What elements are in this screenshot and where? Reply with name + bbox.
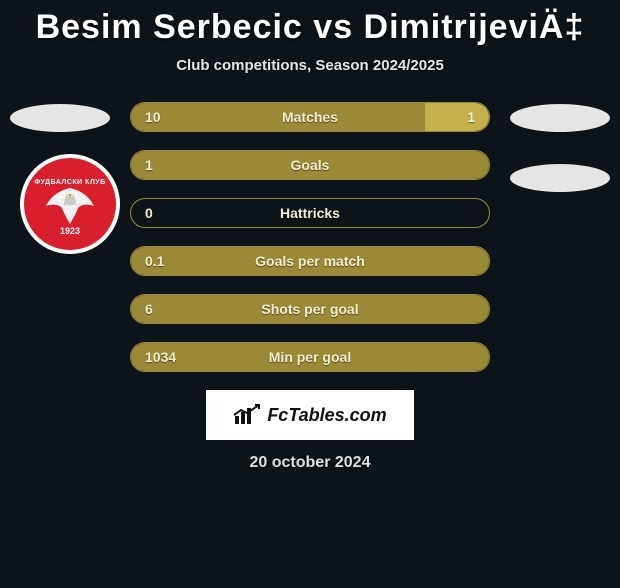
- bar-label: Min per goal: [131, 343, 489, 371]
- bar-value-right: 1: [467, 103, 475, 131]
- brand-badge[interactable]: FcTables.com: [206, 390, 414, 440]
- bar-label: Hattricks: [131, 199, 489, 227]
- brand-text: FcTables.com: [267, 405, 386, 426]
- bar-row-goals: 1 Goals: [130, 150, 490, 180]
- page-subtitle: Club competitions, Season 2024/2025: [0, 57, 620, 74]
- chart-icon: [233, 404, 261, 426]
- player-right-avatar-1: [510, 104, 610, 132]
- bar-label: Shots per goal: [131, 295, 489, 323]
- bar-row-hattricks: 0 Hattricks: [130, 198, 490, 228]
- stat-bars: 10 Matches 1 1 Goals 0 Hattricks 0.1 Goa…: [130, 102, 490, 372]
- bar-label: Goals: [131, 151, 489, 179]
- club-badge-year: 1923: [60, 226, 80, 236]
- bar-row-gpm: 0.1 Goals per match: [130, 246, 490, 276]
- club-badge-left: ФУДБАЛСКИ КЛУБ 1923: [20, 154, 120, 254]
- footer-date: 20 october 2024: [0, 454, 620, 472]
- eagle-icon: [42, 184, 98, 226]
- bar-row-spg: 6 Shots per goal: [130, 294, 490, 324]
- player-left-avatar: [10, 104, 110, 132]
- page-title: Besim Serbecic vs DimitrijeviÄ‡: [0, 8, 620, 47]
- bar-row-matches: 10 Matches 1: [130, 102, 490, 132]
- bar-label: Goals per match: [131, 247, 489, 275]
- bar-label: Matches: [131, 103, 489, 131]
- bar-row-mpg: 1034 Min per goal: [130, 342, 490, 372]
- comparison-area: ФУДБАЛСКИ КЛУБ 1923 10 Matches 1 1 Goals…: [0, 102, 620, 472]
- player-right-avatar-2: [510, 164, 610, 192]
